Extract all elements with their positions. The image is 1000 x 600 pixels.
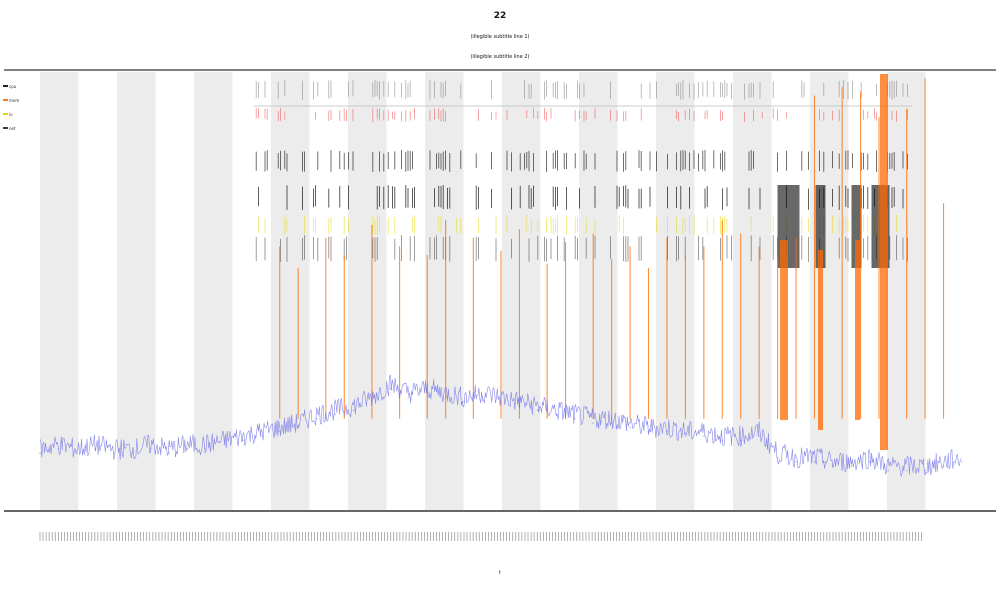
legend: cpu mem io net <box>3 84 19 131</box>
spike-burst <box>855 240 860 420</box>
background-band <box>810 72 849 510</box>
series-point <box>740 439 742 442</box>
series-line-baseline <box>39 374 962 477</box>
series-point <box>186 448 189 450</box>
series-point <box>315 418 318 420</box>
chart-subtitle-1: (illegible subtitle line 1) <box>470 34 529 40</box>
series-point <box>481 396 484 398</box>
series-point <box>869 461 871 463</box>
background-band <box>348 72 387 510</box>
background-band <box>656 72 695 510</box>
series-point <box>408 396 410 398</box>
legend-label: net <box>9 126 16 131</box>
series-point <box>905 469 908 472</box>
spike-series <box>279 74 945 450</box>
series-point <box>168 452 170 454</box>
series-point <box>666 431 668 433</box>
series-point <box>647 431 650 433</box>
background-band <box>579 72 618 510</box>
series-point <box>942 465 945 467</box>
background-band <box>271 72 310 510</box>
spike-burst <box>818 250 823 430</box>
series-point <box>463 400 465 403</box>
series-point <box>758 435 760 437</box>
series-point <box>279 431 281 433</box>
series-point <box>39 452 41 454</box>
series-point <box>334 413 336 416</box>
series-point <box>629 426 631 429</box>
series-point <box>610 422 613 424</box>
legend-label: mem <box>9 98 19 103</box>
series-point <box>684 435 687 437</box>
series-point <box>242 439 244 442</box>
series-point <box>500 400 502 403</box>
series-point <box>205 448 207 450</box>
series-point <box>113 452 115 454</box>
series-point <box>76 452 78 454</box>
series-point <box>518 405 521 407</box>
background-band <box>502 72 541 510</box>
spike-burst <box>780 240 788 420</box>
series-point <box>131 452 133 454</box>
series-point <box>260 435 262 437</box>
series-point <box>555 413 558 416</box>
series-point <box>961 461 963 463</box>
chart-title: 22 <box>494 11 507 21</box>
series-point <box>426 392 428 394</box>
series-point <box>371 400 373 403</box>
series-point <box>149 448 152 450</box>
series-point <box>924 469 926 472</box>
series-point <box>297 426 299 429</box>
series-point <box>537 409 539 411</box>
background-bands <box>40 72 926 510</box>
series-point <box>887 469 889 472</box>
x-axis-label: t <box>499 570 501 576</box>
series-point <box>776 456 779 459</box>
series-point <box>444 396 447 398</box>
background-band <box>425 72 464 510</box>
background-band <box>40 72 79 510</box>
series-point <box>850 465 853 467</box>
x-tick-labels <box>39 532 922 541</box>
series-point <box>223 443 226 446</box>
series-point <box>57 448 60 450</box>
series-point <box>94 448 97 450</box>
legend-label: cpu <box>9 84 17 89</box>
line-series <box>39 374 963 477</box>
series-point <box>352 409 355 411</box>
series-point <box>574 418 576 420</box>
series-point <box>592 422 594 424</box>
legend-label: io <box>9 112 13 117</box>
series-point <box>795 461 797 463</box>
spike-burst <box>880 74 888 450</box>
series-point <box>813 461 816 463</box>
series-point <box>703 435 705 437</box>
background-band <box>194 72 233 510</box>
series-point <box>389 387 392 390</box>
chart-subtitle-2: (illegible subtitle line 2) <box>470 54 529 60</box>
series-point <box>721 439 723 442</box>
series-point <box>832 465 834 467</box>
